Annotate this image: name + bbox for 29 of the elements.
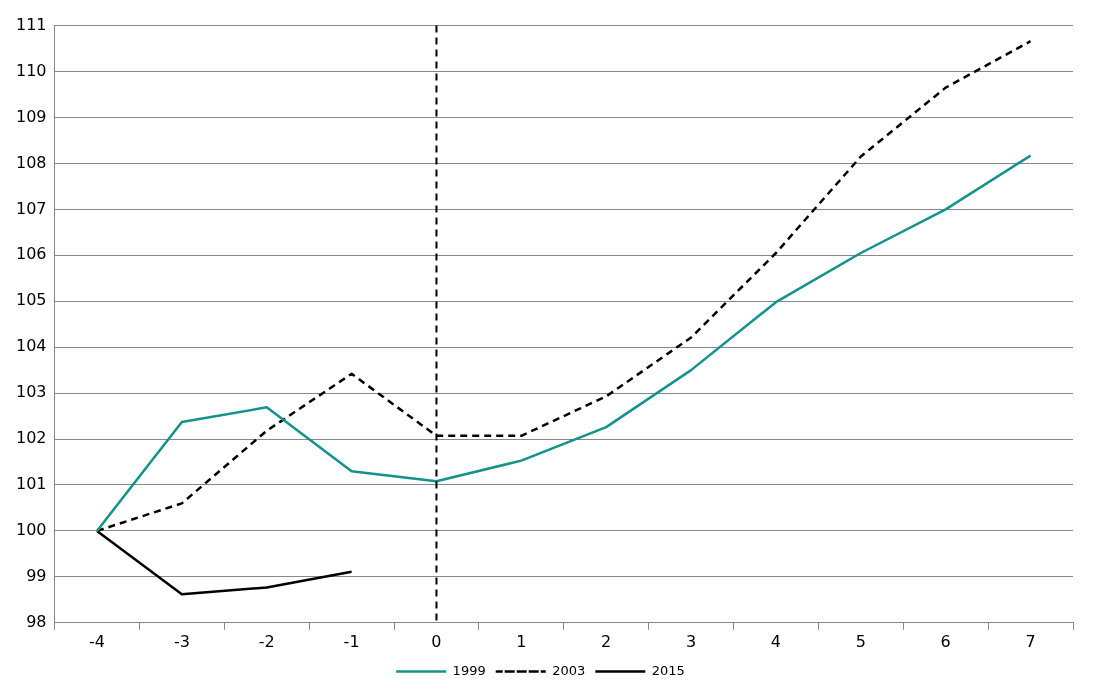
y-tick-label: 101 bbox=[15, 474, 47, 494]
x-tick-label: 2 bbox=[601, 631, 612, 651]
y-tick-label: 106 bbox=[15, 244, 47, 264]
legend-label: 2015 bbox=[651, 662, 685, 678]
y-tick-label: 109 bbox=[15, 106, 47, 126]
x-tick-label: 5 bbox=[855, 631, 866, 651]
x-tick-label: 0 bbox=[431, 631, 442, 651]
y-tick-label: 102 bbox=[15, 428, 47, 448]
x-tick-label: 6 bbox=[940, 631, 951, 651]
y-tick-label: 100 bbox=[15, 520, 47, 540]
y-tick-label: 111 bbox=[15, 14, 47, 34]
y-tick-label: 110 bbox=[15, 60, 47, 80]
y-tick-label: 98 bbox=[26, 611, 47, 631]
y-tick-label: 99 bbox=[26, 566, 47, 586]
x-tick-label: -2 bbox=[258, 631, 275, 651]
x-tick-label: -1 bbox=[343, 631, 360, 651]
y-tick-label: 105 bbox=[15, 290, 47, 310]
x-tick-label: 4 bbox=[770, 631, 782, 651]
y-tick-label: 107 bbox=[15, 198, 47, 218]
x-tick-label: 3 bbox=[685, 631, 697, 651]
y-tick-label: 108 bbox=[15, 152, 47, 172]
legend-label: 1999 bbox=[452, 662, 486, 678]
x-tick-label: -4 bbox=[89, 631, 105, 651]
legend-label: 2003 bbox=[552, 662, 586, 678]
x-tick-label: -3 bbox=[173, 631, 190, 651]
y-tick-label: 104 bbox=[15, 336, 47, 356]
y-tick-label: 103 bbox=[15, 382, 47, 402]
x-tick-label: 1 bbox=[516, 631, 527, 651]
x-tick-label: 7 bbox=[1025, 631, 1036, 651]
